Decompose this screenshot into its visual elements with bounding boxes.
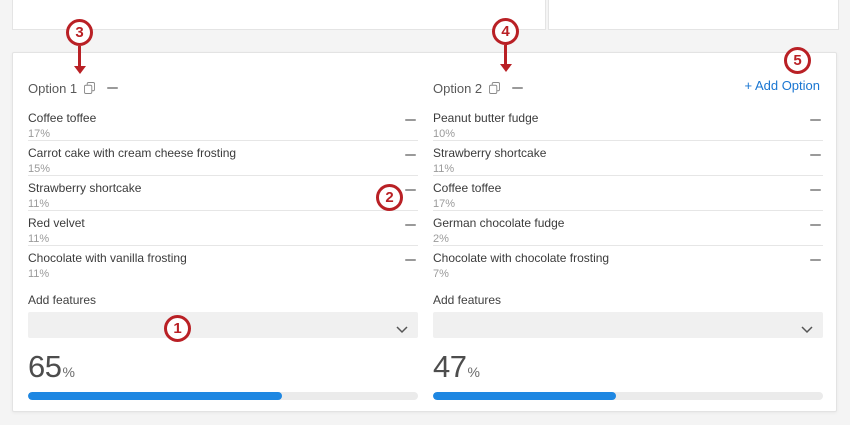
callout-1: 1: [164, 315, 191, 342]
feature-row: Coffee toffee 17%: [28, 106, 418, 141]
callout-4-arrowhead: [500, 64, 512, 72]
score-value: 47%: [433, 351, 823, 389]
score-progress-fill: [433, 392, 617, 400]
top-card-right: [548, 0, 839, 30]
callout-4-arrow: [504, 45, 507, 65]
chevron-down-icon: [396, 321, 408, 339]
feature-name: Coffee toffee: [433, 181, 502, 195]
callout-3: 3: [66, 19, 93, 46]
score-unit: %: [62, 364, 75, 380]
remove-feature-icon[interactable]: [405, 224, 416, 226]
remove-feature-icon[interactable]: [810, 259, 821, 261]
feature-name: Peanut butter fudge: [433, 111, 539, 125]
options-panel: + Add Option Option 1 Coffee toffee 17% …: [12, 52, 837, 412]
remove-feature-icon[interactable]: [810, 189, 821, 191]
feature-name: German chocolate fudge: [433, 216, 565, 230]
remove-option-icon[interactable]: [107, 87, 119, 89]
add-features-label: Add features: [28, 293, 97, 307]
callout-4: 4: [492, 18, 519, 45]
feature-row: Chocolate with vanilla frosting 11%: [28, 246, 418, 281]
feature-row: Carrot cake with cream cheese frosting 1…: [28, 141, 418, 176]
remove-feature-icon[interactable]: [810, 119, 821, 121]
feature-share: 11%: [28, 268, 50, 280]
remove-feature-icon[interactable]: [405, 119, 416, 121]
option-2-header: Option 2: [433, 79, 823, 97]
feature-name: Carrot cake with cream cheese frosting: [28, 146, 237, 160]
option-1-column: Option 1 Coffee toffee 17% Carrot cake w…: [28, 79, 418, 400]
score-number: 47: [433, 349, 467, 384]
option-2-features: Peanut butter fudge 10% Strawberry short…: [433, 106, 823, 281]
feature-share: 11%: [433, 163, 455, 175]
feature-share: 2%: [433, 233, 449, 245]
score-unit: %: [467, 364, 480, 380]
feature-name: Chocolate with vanilla frosting: [28, 251, 187, 265]
remove-feature-icon[interactable]: [810, 224, 821, 226]
feature-name: Red velvet: [28, 216, 85, 230]
feature-row: Chocolate with chocolate frosting 7%: [433, 246, 823, 281]
add-features-select[interactable]: [433, 312, 823, 338]
top-card-left: [12, 0, 546, 30]
feature-share: 17%: [433, 198, 456, 210]
option-2-column: Option 2 Peanut butter fudge 10% Strawbe…: [433, 79, 823, 400]
feature-share: 11%: [28, 198, 50, 210]
remove-feature-icon[interactable]: [810, 154, 821, 156]
callout-3-arrow: [78, 46, 81, 67]
feature-name: Strawberry shortcake: [433, 146, 547, 160]
add-option-link[interactable]: + Add Option: [744, 78, 820, 93]
remove-feature-icon[interactable]: [405, 189, 416, 191]
callout-5: 5: [784, 47, 811, 74]
feature-name: Strawberry shortcake: [28, 181, 142, 195]
add-features-select[interactable]: [28, 312, 418, 338]
callout-3-arrowhead: [74, 66, 86, 74]
feature-share: 10%: [433, 128, 456, 140]
score-number: 65: [28, 349, 62, 384]
score-progress-fill: [28, 392, 282, 400]
feature-share: 11%: [28, 233, 50, 245]
option-1-header: Option 1: [28, 79, 418, 97]
remove-feature-icon[interactable]: [405, 259, 416, 261]
feature-share: 17%: [28, 128, 51, 140]
remove-option-icon[interactable]: [512, 87, 524, 89]
score-progress-bar: [433, 392, 823, 400]
feature-name: Chocolate with chocolate frosting: [433, 251, 610, 265]
feature-row: Coffee toffee 17%: [433, 176, 823, 211]
feature-share: 15%: [28, 163, 51, 175]
remove-feature-icon[interactable]: [405, 154, 416, 156]
option-1-title: Option 1: [28, 80, 78, 96]
feature-row: German chocolate fudge 2%: [433, 211, 823, 246]
feature-row: Peanut butter fudge 10%: [433, 106, 823, 141]
option-1-features: Coffee toffee 17% Carrot cake with cream…: [28, 106, 418, 281]
option-2-title: Option 2: [433, 80, 483, 96]
feature-share: 7%: [433, 268, 449, 280]
feature-row: Red velvet 11%: [28, 211, 418, 246]
chevron-down-icon: [801, 321, 813, 339]
feature-row: Strawberry shortcake 11%: [28, 176, 418, 211]
score-value: 65%: [28, 351, 418, 389]
score-progress-bar: [28, 392, 418, 400]
add-features-label: Add features: [433, 293, 502, 307]
copy-option-icon[interactable]: [84, 82, 96, 94]
feature-name: Coffee toffee: [28, 111, 97, 125]
feature-row: Strawberry shortcake 11%: [433, 141, 823, 176]
copy-option-icon[interactable]: [489, 82, 501, 94]
callout-2: 2: [376, 184, 403, 211]
